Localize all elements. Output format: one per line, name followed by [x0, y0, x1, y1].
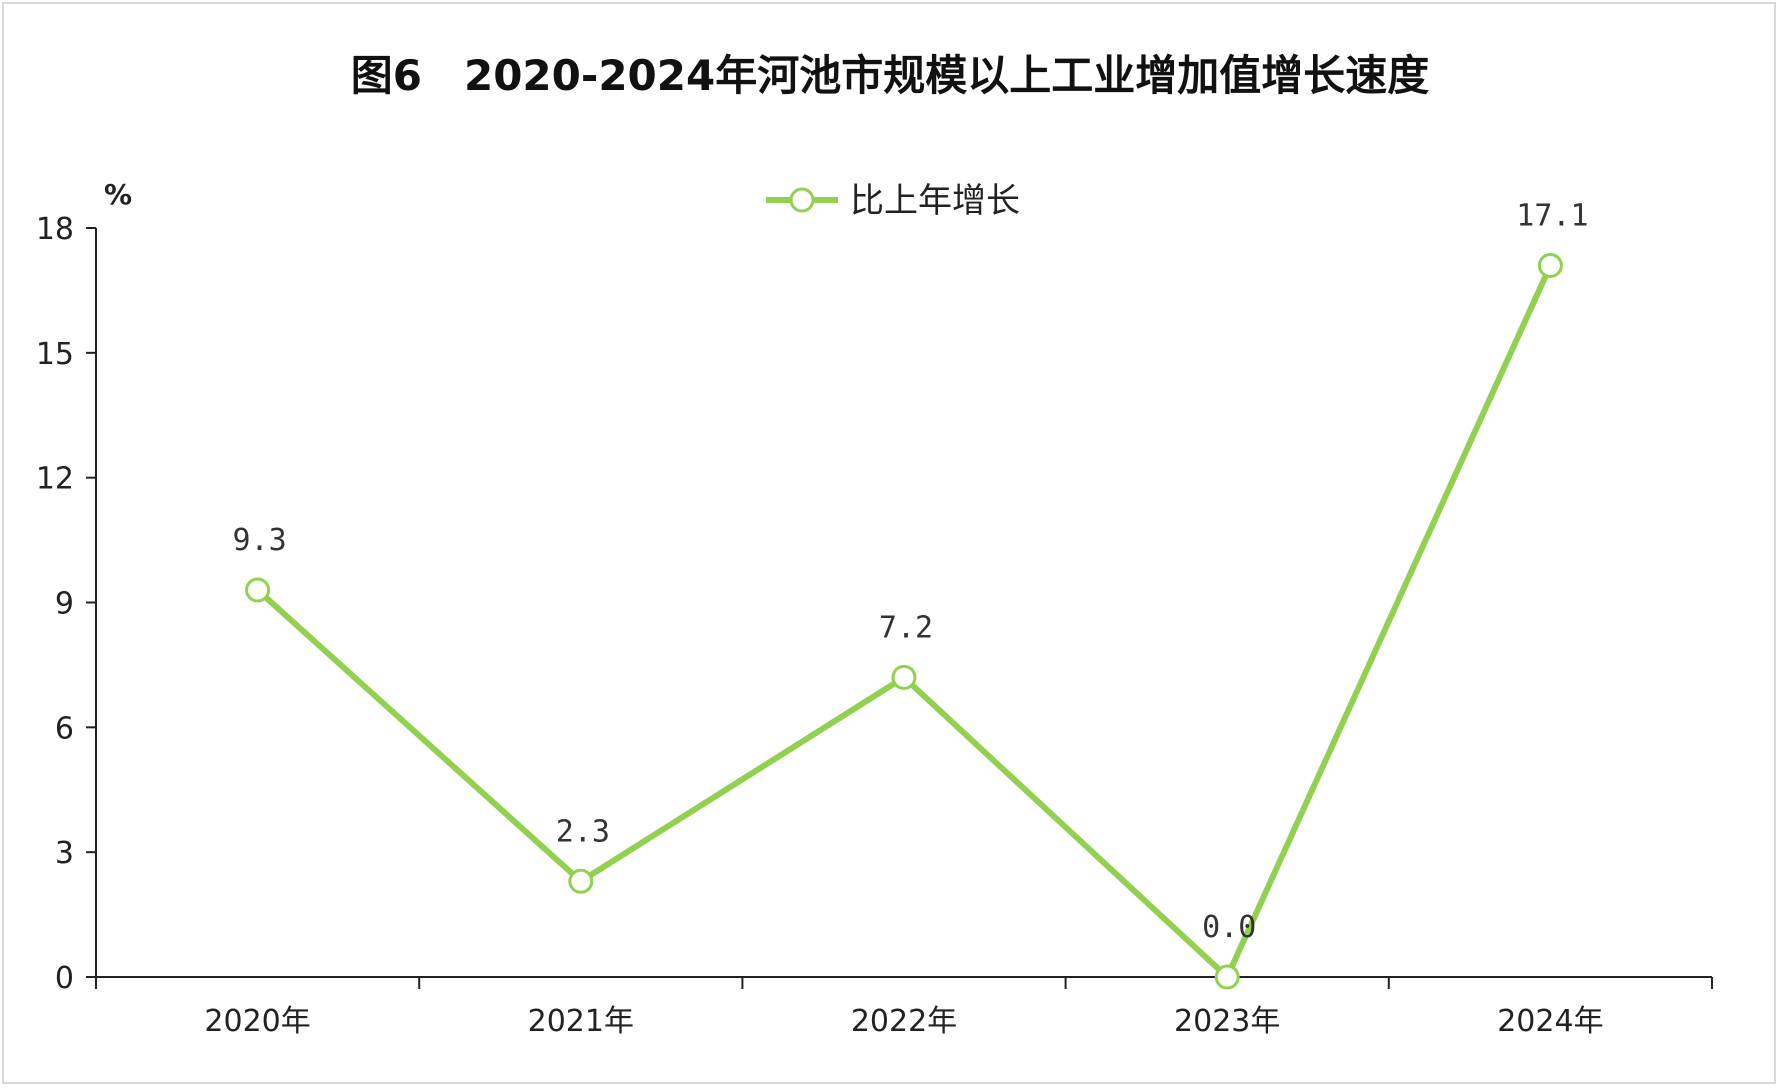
data-point — [1537, 252, 1563, 278]
y-tick-label: 18 — [36, 212, 74, 247]
y-tick-label: 0 — [55, 961, 74, 996]
data-label: 17.1 — [1516, 198, 1588, 233]
chart-title: 图6 2020-2024年河池市规模以上工业增加值增长速度 — [350, 51, 1430, 100]
data-point — [1214, 964, 1240, 990]
x-tick-label: 2023年 — [1174, 1004, 1280, 1039]
data-point — [568, 868, 594, 894]
x-ticks: 2020年 2021年 2022年 2023年 2024年 — [95, 977, 1713, 1039]
x-tick-label: 2022年 — [851, 1004, 957, 1039]
legend: 比上年增长 — [766, 181, 1020, 221]
y-tick-label: 15 — [36, 337, 74, 372]
data-label: 2.3 — [556, 814, 610, 849]
y-tick-label: 9 — [55, 587, 74, 622]
x-tick-label: 2020年 — [204, 1004, 310, 1039]
data-label: 7.2 — [879, 610, 933, 645]
legend-marker — [789, 187, 815, 213]
data-point — [891, 664, 917, 690]
axes — [95, 228, 1712, 978]
y-tick-label: 12 — [36, 462, 74, 497]
y-ticks: 0 3 6 9 12 15 18 — [36, 212, 96, 996]
data-label: 9.3 — [233, 523, 287, 558]
y-tick-label: 6 — [55, 711, 74, 746]
series-layer: 9.3 2.3 7.2 0.0 17.1 — [233, 198, 1589, 990]
legend-label: 比上年增长 — [850, 181, 1020, 221]
data-point — [245, 577, 271, 603]
x-tick-label: 2021年 — [528, 1004, 634, 1039]
data-label: 0.0 — [1202, 910, 1256, 945]
y-tick-label: 3 — [55, 836, 74, 871]
y-axis-unit-label: % — [104, 178, 132, 211]
x-tick-label: 2024年 — [1497, 1004, 1603, 1039]
